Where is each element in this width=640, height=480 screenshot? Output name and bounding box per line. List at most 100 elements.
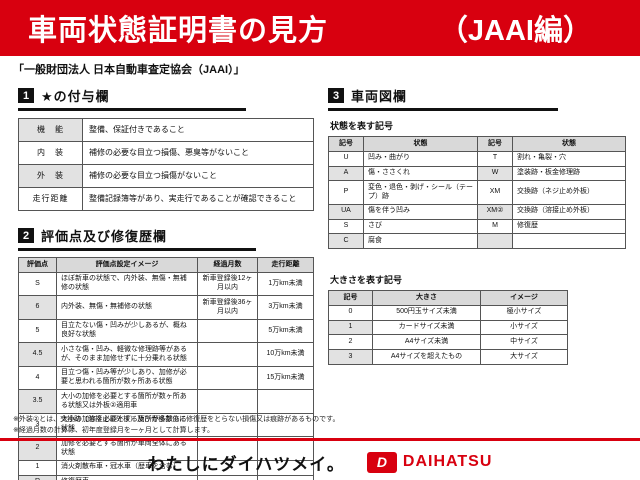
section2-title: 評価点及び修復歴欄 (41, 229, 168, 244)
star-criteria-table: 機 能整備、保証付きであること内 装補修の必要な目立つ損傷、悪臭等がないこと外 … (18, 118, 314, 211)
table-row: 4.5 小さな傷・凹み、軽微な修理跡等があるが、そのまま加修せずに十分乗れる状態 1… (18, 342, 314, 367)
table-row: 機 能整備、保証付きであること (18, 118, 314, 142)
table-row: 5 目立たない傷・凹みが少しあるが、概ね良好な状態 5万km未満 (18, 318, 314, 344)
table-cell: 整備記録簿等があり、実走行であることが確認できること (82, 187, 314, 211)
table-cell (257, 389, 314, 414)
section3-title: 車両図欄 (351, 89, 408, 104)
table-row: 0 500円玉サイズ未満 極小サイズ (328, 304, 568, 321)
footer-divider (0, 438, 640, 441)
header-row: 評価点 評価点設定イメージ 経過月数 走行距離 (18, 257, 314, 273)
table-cell: さび (363, 218, 478, 235)
section3-number-badge: 3 (328, 88, 344, 103)
table-cell: 内外装、無傷・無補修の状態 (56, 295, 198, 320)
table-cell: 500円玉サイズ未満 (372, 304, 481, 321)
title-banner: 車両状態証明書の見方 （JAAI編） (0, 0, 640, 56)
table-cell: 大小の加修を必要とする箇所が数ヶ所ある状態又は外板②適用車 (56, 389, 198, 414)
table-cell: 3 (18, 412, 57, 438)
page-title: 車両状態証明書の見方 (28, 15, 329, 47)
daihatsu-slogan: わたしにダイハツメイ。 (147, 454, 345, 474)
table-cell: U (328, 150, 364, 167)
footer: わたしにダイハツメイ。 D DAIHATSU (0, 446, 640, 478)
table-row: 6 内外装、無傷・無補修の状態 新車登録後36ヶ月以内 3万km未満 (18, 295, 314, 320)
table-row: 1 消火剤散布車・冠水車（歴車を含む） (18, 459, 314, 476)
table-cell: 交換跡（ネジ止め外板） (512, 180, 626, 205)
table-cell: 小さな傷・凹み、軽微な修理跡等があるが、そのまま加修せずに十分乗れる状態 (56, 342, 198, 367)
section1-number-badge: 1 (18, 88, 34, 103)
table-cell: 新車登録後12ヶ月以内 (197, 271, 258, 297)
table-cell: A4サイズを超えたもの (372, 349, 481, 365)
table-row: 3.5 大小の加修を必要とする箇所が数ヶ所ある状態又は外板②適用車 (18, 389, 314, 414)
table-cell: T (477, 150, 513, 167)
section1-title: ★の付与欄 (41, 89, 110, 104)
table-cell: 整備、保証付きであること (82, 118, 314, 142)
table-cell: 5 (18, 318, 57, 344)
table-cell: カードサイズ未満 (372, 319, 481, 336)
header-row: 記号 大きさ イメージ (328, 290, 568, 306)
table-row: A 傷・ささくれ W 塗装跡・板金修理跡 (328, 165, 626, 182)
table-cell: 凹み・曲がり (363, 150, 478, 167)
table-cell: 割れ・亀裂・穴 (512, 150, 626, 167)
table-cell: 補修の必要な目立つ損傷、悪臭等がないこと (82, 141, 314, 165)
table-cell: 0 (328, 304, 373, 321)
section2-number-badge: 2 (18, 228, 34, 243)
table-row: 内 装補修の必要な目立つ損傷、悪臭等がないこと (18, 141, 314, 165)
table-cell: 新車登録後36ヶ月以内 (197, 295, 258, 320)
daihatsu-d-icon: D (366, 451, 397, 473)
table-cell: 3 (328, 349, 373, 365)
table-row: 1 カードサイズ未満 小サイズ (328, 319, 568, 336)
table-cell (197, 412, 258, 438)
table-cell: 補修の必要な目立つ損傷がないこと (82, 164, 314, 188)
table-cell: 中サイズ (480, 334, 568, 350)
table-row: P 変色・退色・剥げ・シール（テープ）跡 XM 交換跡（ネジ止め外板） (328, 180, 626, 205)
header-row: 記号 状態 記号 状態 (328, 136, 626, 152)
table-cell: S (328, 218, 364, 235)
table-cell: 目立つ傷・凹み等が少しあり、加修が必要と思われる箇所が数ヶ所ある状態 (56, 365, 198, 391)
size-symbols-table: 記号 大きさ イメージ 0 500円玉サイズ未満 極小サイズ 1 カードサイズ未満 小サイズ 2 A… (328, 290, 568, 365)
table-cell: 傷・ささくれ (363, 165, 478, 182)
column-header: 大きさ (372, 290, 481, 306)
table-cell (197, 318, 258, 344)
table-cell: 大サイズ (480, 349, 568, 365)
table-cell (197, 389, 258, 414)
table-cell: 外 装 (18, 164, 83, 188)
table-cell (477, 233, 513, 249)
note-line: ※経過月数の計算は、初年度登録月を一ヶ月として計算します。 (13, 427, 214, 435)
table-cell: A (328, 165, 364, 182)
table-cell: XM② (477, 203, 513, 220)
table-cell: S (18, 271, 57, 297)
table-cell: 2 (328, 334, 373, 350)
table-row: UA 傷を伴う凹み XM② 交換跡（溶接止め外板） (328, 203, 626, 220)
table-row: 走行距離 整備記録簿等があり、実走行であることが確認できること (18, 187, 314, 211)
table-cell: 15万km未満 (257, 365, 314, 391)
table-row: 4 目立つ傷・凹み等が少しあり、加修が必要と思われる箇所が数ヶ所ある状態 15万km… (18, 365, 314, 391)
column-header: 評価点 (18, 257, 57, 273)
table-cell: UA (328, 203, 364, 220)
table-cell: 走行距離 (18, 187, 83, 211)
table-cell: 4 (18, 365, 57, 391)
size-symbols-label: 大きさを表す記号 (330, 275, 403, 285)
column-header: 記号 (328, 290, 373, 306)
table-cell: 小サイズ (480, 319, 568, 336)
page-title-edition: （JAAI編） (438, 15, 592, 47)
table-cell: A4サイズ未満 (372, 334, 481, 350)
table-cell: 目立たない傷・凹みが少しあるが、概ね良好な状態 (56, 318, 198, 344)
column-header: 経過月数 (197, 257, 258, 273)
column-header: 記号 (328, 136, 364, 152)
table-row: 2 A4サイズ未満 中サイズ (328, 334, 568, 350)
column-header: イメージ (480, 290, 568, 306)
column-header: 状態 (512, 136, 626, 152)
right-column: 3 車両図欄 状態を表す記号 記号 状態 記号 状態 U 凹み・曲がり T 割れ・亀裂・穴 A 傷… (328, 86, 626, 365)
section1-header: 1 ★の付与欄 (18, 86, 246, 111)
table-row: U 凹み・曲がり T 割れ・亀裂・穴 (328, 150, 626, 167)
table-cell: C (328, 233, 364, 249)
table-cell (512, 233, 626, 249)
table-cell: 交換跡（溶接止め外板） (512, 203, 626, 220)
table-cell: 大小の加修を必要とする箇所が多数ある状態 (56, 412, 198, 438)
table-cell (257, 474, 314, 480)
table-cell: 3.5 (18, 389, 57, 414)
daihatsu-logo: D DAIHATSU (366, 451, 492, 473)
organization-subtitle: 「一般財団法人 日本自動車査定協会（JAAI）」 (13, 64, 245, 76)
table-cell: 6 (18, 295, 57, 320)
table-cell: 3万km未満 (257, 295, 314, 320)
column-header: 記号 (477, 136, 513, 152)
